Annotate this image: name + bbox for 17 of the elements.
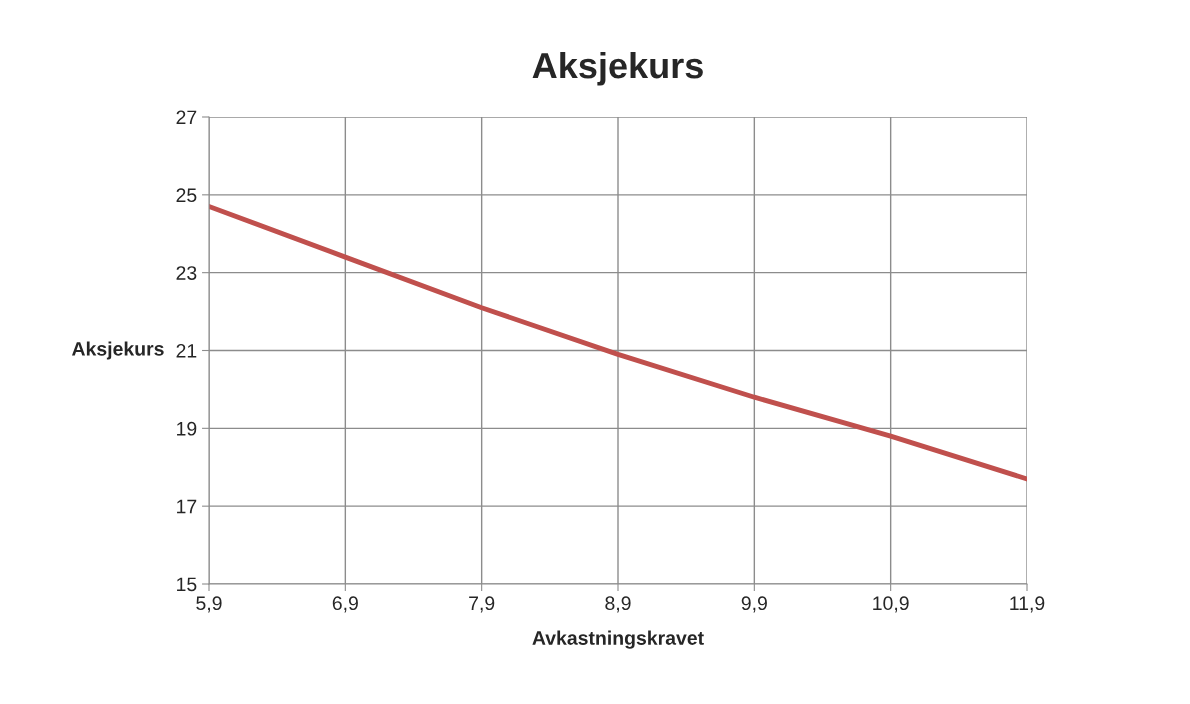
x-tick-label: 11,9 <box>1010 596 1045 613</box>
y-tick-label: 23 <box>176 266 197 280</box>
x-tick-label: 9,9 <box>741 596 767 613</box>
y-tick-label: 25 <box>176 188 197 203</box>
x-axis-title: Avkastningskravet <box>532 630 704 649</box>
x-tick-label: 7,9 <box>469 596 495 613</box>
x-tick-label: 5,9 <box>196 596 222 613</box>
y-tick-label: 21 <box>176 343 197 358</box>
x-tick-label: 10,9 <box>873 596 909 613</box>
y-axis-title: Aksjekurs <box>71 341 164 360</box>
y-tick-label: 15 <box>177 577 197 592</box>
y-tick-label: 27 <box>176 110 197 125</box>
y-tick-label: 17 <box>177 499 197 514</box>
chart-title: Aksjekurs <box>532 51 703 86</box>
x-tick-label: 8,9 <box>605 596 631 613</box>
x-tick-label: 6,9 <box>332 596 358 613</box>
y-tick-label: 19 <box>177 421 197 436</box>
